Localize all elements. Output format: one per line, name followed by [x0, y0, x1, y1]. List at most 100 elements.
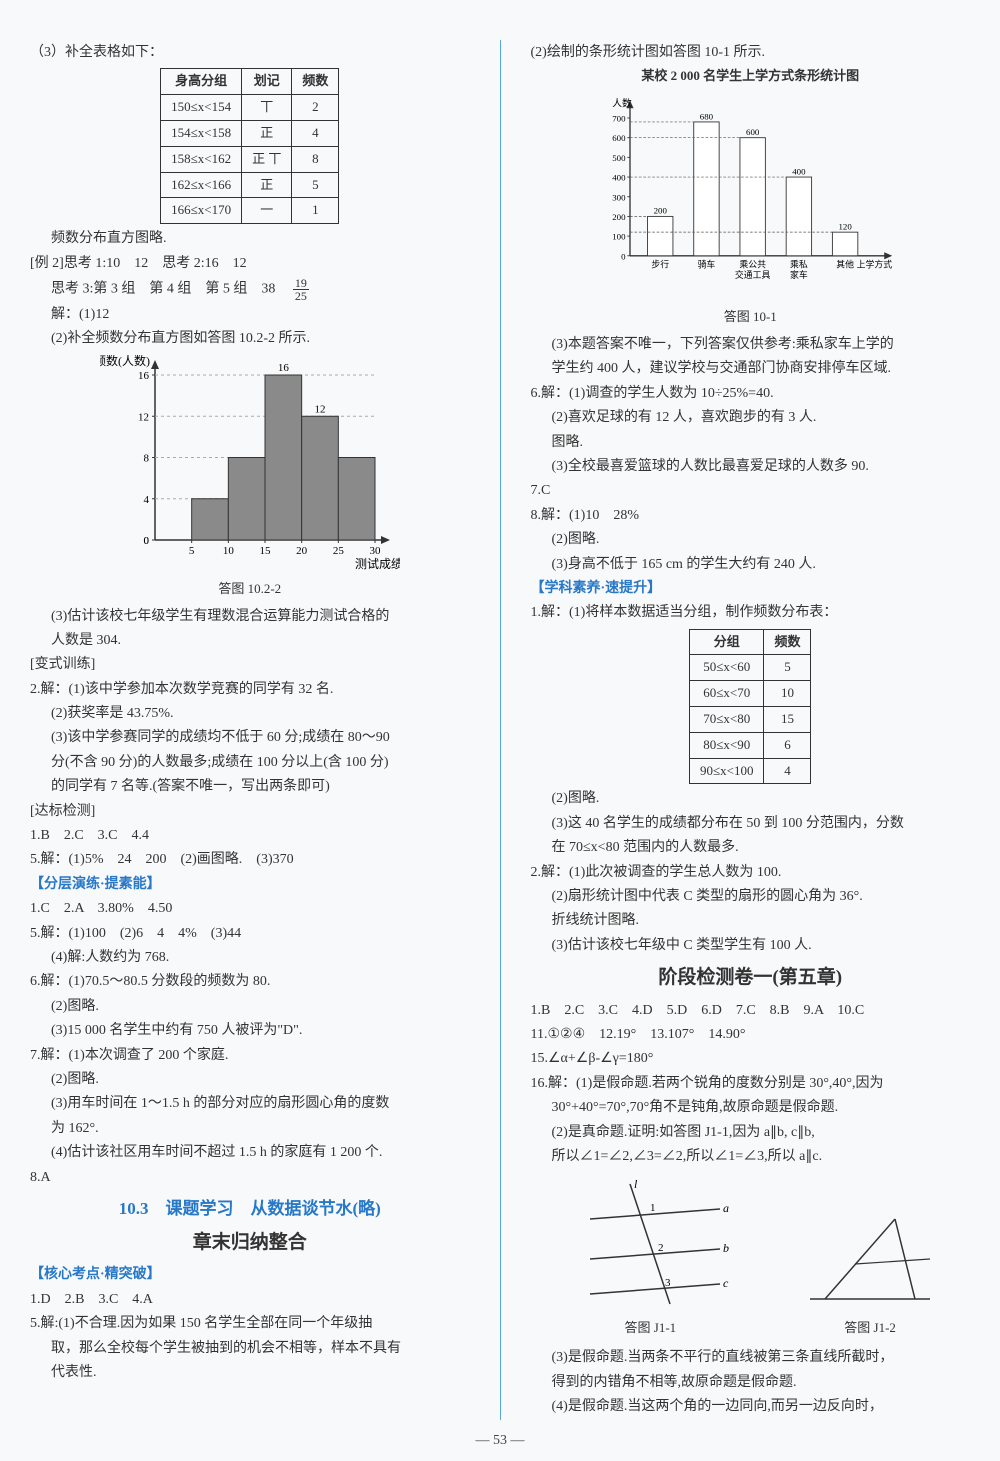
text: 1.解：(1)将样本数据适当分组，制作频数分布表：	[531, 602, 971, 624]
table-row: 60≤x<7010	[690, 681, 811, 707]
text: 1.B 2.C 3.C 4.4	[30, 825, 470, 847]
diagram-row: la1b2c3 答图 J1-1 答图 J1-2	[531, 1170, 971, 1345]
svg-text:400: 400	[792, 167, 806, 177]
text: 人数是 304.	[30, 630, 470, 652]
text: 1.D 2.B 3.C 4.A	[30, 1289, 470, 1311]
table-cell: 60≤x<70	[690, 681, 764, 707]
column-divider	[500, 40, 501, 1420]
svg-text:0: 0	[143, 535, 149, 547]
table-cell: 8	[292, 146, 339, 172]
table-freq: 分组频数 50≤x<60560≤x<701070≤x<801580≤x<9069…	[689, 629, 811, 785]
svg-text:15: 15	[259, 545, 271, 557]
table-cell: 15	[764, 707, 811, 733]
svg-text:频数(人数): 频数(人数)	[100, 355, 150, 368]
svg-text:120: 120	[839, 222, 853, 232]
text: (2)获奖率是 43.75%.	[30, 703, 470, 725]
text: 折线统计图略.	[531, 910, 971, 932]
svg-text:4: 4	[143, 493, 149, 505]
table-cell: 正	[242, 172, 292, 198]
text: [达标检测]	[30, 801, 470, 823]
table-row: 158≤x<162正 丅8	[161, 146, 339, 172]
text: (2)图略.	[30, 996, 470, 1018]
text: (4)是假命题.当这两个角的一边同向,而另一边反向时，	[531, 1396, 971, 1418]
text: (3)是假命题.当两条不平行的直线被第三条直线所截时，	[531, 1347, 971, 1369]
table-cell: 166≤x<170	[161, 198, 242, 224]
text: [变式训练]	[30, 654, 470, 676]
page-number: — 53 —	[0, 1433, 1000, 1449]
table-cell: 正	[242, 120, 292, 146]
text: 6.解：(1)调查的学生人数为 10÷25%=40.	[531, 383, 971, 405]
table-header: 频数	[292, 69, 339, 95]
text: 图略.	[531, 432, 971, 454]
table-cell: 158≤x<162	[161, 146, 242, 172]
table-row: 162≤x<166正5	[161, 172, 339, 198]
text: 解：(1)12	[30, 304, 470, 326]
section-header: 【核心考点·精突破】	[30, 1264, 470, 1286]
svg-text:乘私: 乘私	[790, 259, 808, 270]
diagram-caption: 答图 J1-1	[560, 1318, 740, 1339]
text: 6.解：(1)70.5～80.5 分数段的频数为 80.	[30, 971, 470, 993]
section-header: 【学科素养·速提升】	[531, 578, 971, 600]
table-cell: 4	[764, 758, 811, 784]
svg-text:25: 25	[333, 545, 345, 557]
table-cell: 6	[764, 732, 811, 758]
text: 在 70≤x<80 范围内的人数最多.	[531, 837, 971, 859]
svg-text:交通工具: 交通工具	[735, 269, 771, 280]
chapter-title: 章末归纳整合	[30, 1228, 470, 1258]
table-cell: 2	[292, 95, 339, 121]
svg-text:家车: 家车	[790, 269, 808, 280]
svg-text:上学方式: 上学方式	[857, 259, 893, 270]
svg-text:步行: 步行	[652, 259, 670, 270]
text: 7.C	[531, 480, 971, 502]
text: 15.∠α+∠β-∠γ=180°	[531, 1048, 971, 1070]
table-header: 分组	[690, 629, 764, 655]
svg-text:500: 500	[612, 153, 626, 163]
section-header: 【分层演练·提素能】	[30, 874, 470, 896]
text: 代表性.	[30, 1362, 470, 1384]
page: （3）补全表格如下： 身高分组划记频数 150≤x<154丅2154≤x<158…	[0, 0, 1000, 1440]
text: 5.解:(1)不合理.因为如果 150 名学生全部在同一个年级抽	[30, 1313, 470, 1335]
text: 取，那么全校每个学生被抽到的机会不相等，样本不具有	[30, 1338, 470, 1360]
table-row: 150≤x<154丅2	[161, 95, 339, 121]
table-header: 频数	[764, 629, 811, 655]
svg-text:100: 100	[612, 232, 626, 242]
svg-text:其他: 其他	[836, 259, 854, 270]
text: 11.①②④ 12.19° 13.107° 14.90°	[531, 1024, 971, 1046]
text: [例 2]思考 1:10 12 思考 2:16 12	[30, 253, 470, 275]
text: 1.C 2.A 3.80% 4.50	[30, 898, 470, 920]
text: 7.解：(1)本次调查了 200 个家庭.	[30, 1045, 470, 1067]
diagram-j1-1: la1b2c3 答图 J1-1	[560, 1170, 740, 1345]
svg-text:b: b	[723, 1241, 729, 1255]
histogram-chart: 0481216510152025301612频数(人数)测试成绩/分0	[100, 355, 400, 575]
text: 思考 3:第 3 组 第 4 组 第 5 组 38 19 25	[30, 277, 470, 302]
text: 5.解：(1)5% 24 200 (2)画图略. (3)370	[30, 849, 470, 871]
table-row: 70≤x<8015	[690, 707, 811, 733]
table-header: 划记	[242, 69, 292, 95]
text: (3)估计该校七年级学生有理数混合运算能力测试合格的	[30, 606, 470, 628]
svg-text:12: 12	[138, 411, 149, 423]
svg-text:0: 0	[621, 252, 626, 262]
svg-text:200: 200	[612, 212, 626, 222]
text: 的同学有 7 名等.(答案不唯一，写出两条即可)	[30, 776, 470, 798]
table-row: 154≤x<158正4	[161, 120, 339, 146]
svg-text:1: 1	[650, 1202, 656, 1214]
text: (2)图略.	[531, 788, 971, 810]
text: 为 162°.	[30, 1118, 470, 1140]
text: （3）补全表格如下：	[30, 42, 470, 64]
svg-text:680: 680	[700, 111, 714, 121]
table-heights: 身高分组划记频数 150≤x<154丅2154≤x<158正4158≤x<162…	[160, 68, 339, 224]
text: (3)用车时间在 1～1.5 h 的部分对应的扇形圆心角的度数	[30, 1093, 470, 1115]
table-cell: 1	[292, 198, 339, 224]
left-column: （3）补全表格如下： 身高分组划记频数 150≤x<154丅2154≤x<158…	[30, 40, 470, 1420]
text: 得到的内错角不相等,故原命题是假命题.	[531, 1372, 971, 1394]
text: (3)这 40 名学生的成绩都分布在 50 到 100 分范围内，分数	[531, 813, 971, 835]
svg-text:16: 16	[278, 362, 290, 374]
table-row: 166≤x<170一1	[161, 198, 339, 224]
svg-text:8: 8	[143, 452, 149, 464]
table-cell: 154≤x<158	[161, 120, 242, 146]
table-row: 80≤x<906	[690, 732, 811, 758]
table-cell: 90≤x<100	[690, 758, 764, 784]
table-row: 50≤x<605	[690, 655, 811, 681]
text: 思考 3:第 3 组 第 4 组 第 5 组 38	[51, 282, 289, 297]
text: (2)喜欢足球的有 12 人，喜欢跑步的有 3 人.	[531, 407, 971, 429]
